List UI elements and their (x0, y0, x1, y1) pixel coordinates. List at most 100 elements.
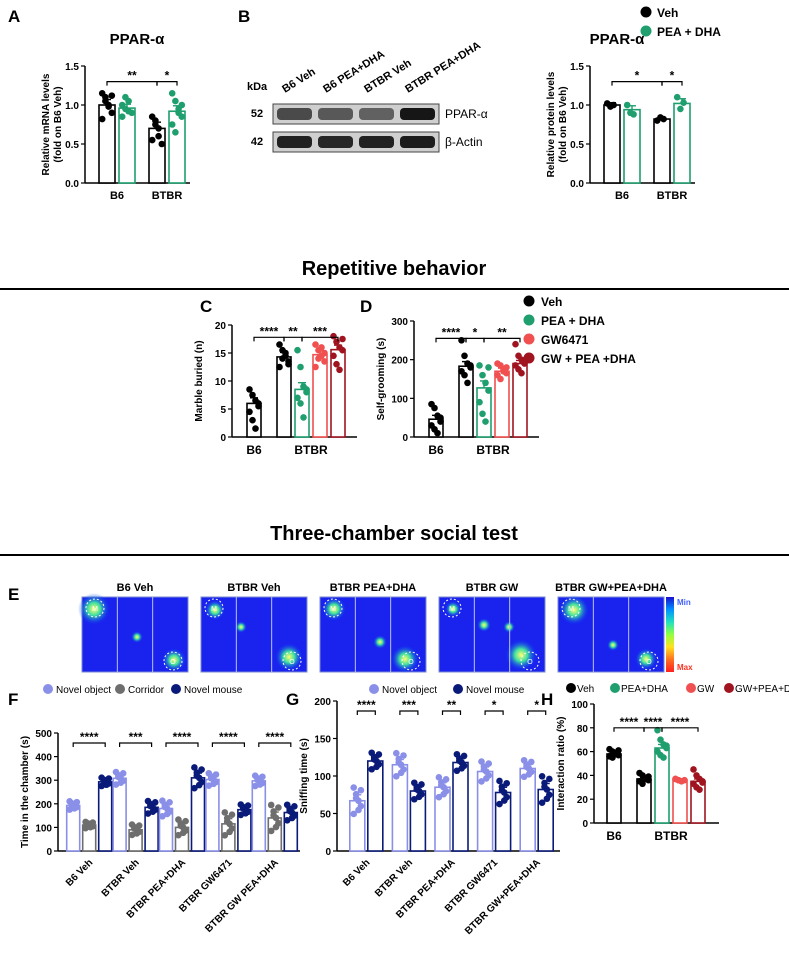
chart-G-sig-bracket (527, 710, 547, 715)
chart-G-sig-label: *** (402, 698, 416, 712)
chart-B2-x-tick-label: B6 (615, 190, 629, 202)
heatmap-hotspot (275, 643, 303, 671)
panel-letter-D: D (360, 297, 372, 316)
chart-C-point (336, 366, 343, 374)
chart-A-point (175, 109, 182, 117)
chart-C-point (321, 349, 328, 357)
chart-F-y-tick-label: 300 (35, 776, 52, 787)
chart-G-point (395, 759, 403, 766)
section-title-three-chamber: Three-chamber social test (270, 523, 518, 545)
chart-F-y-tick-label: 400 (35, 753, 52, 764)
blot-lane-label: B6 Veh (280, 66, 318, 96)
heatmap-hotspot (607, 639, 619, 651)
chart-G-legend-label: Novel mouse (466, 685, 525, 696)
chart-B2-point (677, 105, 684, 113)
chart-H-y-tick-label: 20 (577, 795, 589, 806)
chart-C-point (300, 414, 307, 421)
chart-G-point (435, 793, 443, 801)
legend-top-marker (640, 25, 652, 37)
chart-G-point (523, 763, 530, 771)
chart-H-legend-marker (724, 683, 734, 693)
chart-C-point (339, 346, 346, 354)
blot-band (400, 108, 435, 120)
heatmap-hotspot (559, 595, 589, 625)
chart-F-bar (251, 780, 267, 852)
chart-G-point (480, 766, 488, 773)
chart-B2-bar (653, 118, 671, 184)
chart-H-point (681, 776, 688, 784)
chart-A-point (108, 92, 116, 99)
panel-letter-E: E (8, 585, 19, 604)
chart-B2-sig-label: * (670, 69, 675, 83)
chart-C-point (297, 400, 304, 407)
chart-A-y-label: (fold on B6 Veh) (53, 86, 64, 162)
chart-F-sig-label: **** (265, 730, 284, 744)
legend-cd-label: Veh (541, 295, 562, 309)
chart-C-point (330, 332, 337, 340)
heatmap-mouse-cup (323, 598, 343, 618)
chart-B2-y-tick-label: 0.0 (570, 179, 584, 190)
chart-F-bar (97, 781, 113, 852)
chart-B2-point (610, 101, 617, 109)
chart-B2-bar (673, 102, 691, 184)
chart-F-legend-label: Novel mouse (184, 685, 243, 696)
chart-C-point (312, 363, 319, 371)
chart-G-point (355, 806, 362, 814)
chart-A-point (178, 101, 186, 109)
chart-H-y-tick-label: 100 (571, 700, 588, 711)
blot-band (359, 108, 394, 120)
heatmap-marker-o: O (289, 659, 295, 666)
heatmap-label: BTBR GW (466, 582, 519, 594)
blot-strip (272, 131, 440, 153)
chart-F-point (228, 811, 236, 819)
chart-C-point (339, 335, 346, 343)
blot-protein-label: PPAR-α (445, 107, 488, 121)
chart-F-point (275, 804, 282, 811)
chart-D-point (482, 379, 489, 387)
chart-C-point (294, 346, 301, 354)
legend-cd-marker (523, 295, 535, 307)
chart-F-x-tick-label: B6 Veh (64, 857, 95, 888)
chart-G-bar (519, 767, 537, 852)
chart-A-sig-bracket (156, 81, 178, 86)
chart-F-point (71, 805, 78, 812)
chart-G-point (501, 797, 508, 804)
chart-H-legend-label: GW (697, 684, 715, 695)
chart-G-point (370, 756, 378, 763)
chart-G-bar (366, 760, 384, 852)
chart-F-point (89, 819, 97, 826)
chart-D-point (482, 418, 489, 425)
chart-F-point (166, 798, 173, 806)
blot-band (318, 108, 353, 120)
chart-D-sig-label: * (473, 325, 478, 339)
chart-F-point (210, 780, 217, 788)
blot-band (277, 136, 312, 148)
chart-F-y-tick-label: 200 (35, 800, 52, 811)
chart-G-sig-bracket (356, 710, 376, 715)
chart-C-point (252, 425, 259, 432)
chart-G-point (546, 775, 553, 783)
chart-G-point (418, 781, 425, 788)
chart-H-sig-label: **** (620, 715, 639, 729)
heatmap-marker-m: M (92, 606, 98, 613)
chart-D-y-tick-label: 0 (402, 433, 408, 444)
chart-F-point (267, 801, 275, 809)
chart-G-point (496, 777, 503, 785)
heatmap-object-cup (401, 651, 421, 671)
chart-A-x-tick-label: BTBR (152, 190, 183, 202)
chart-H-sig-label: **** (644, 715, 663, 729)
heatmap-scale-bar (666, 597, 674, 672)
chart-H-point (609, 754, 616, 761)
heatmap-marker-o: O (646, 659, 652, 666)
chart-B2-bar (623, 108, 641, 184)
chart-G-point (393, 773, 400, 780)
chart-C-point (246, 386, 253, 393)
chart-F-point (221, 809, 229, 816)
chart-D-sig-label: ** (497, 325, 507, 339)
chart-H-point (657, 736, 664, 743)
chart-H-y-tick-label: 40 (577, 771, 589, 782)
chart-F-point (103, 781, 110, 789)
chart-G-sig-bracket (484, 710, 504, 715)
chart-F-point (198, 766, 205, 773)
